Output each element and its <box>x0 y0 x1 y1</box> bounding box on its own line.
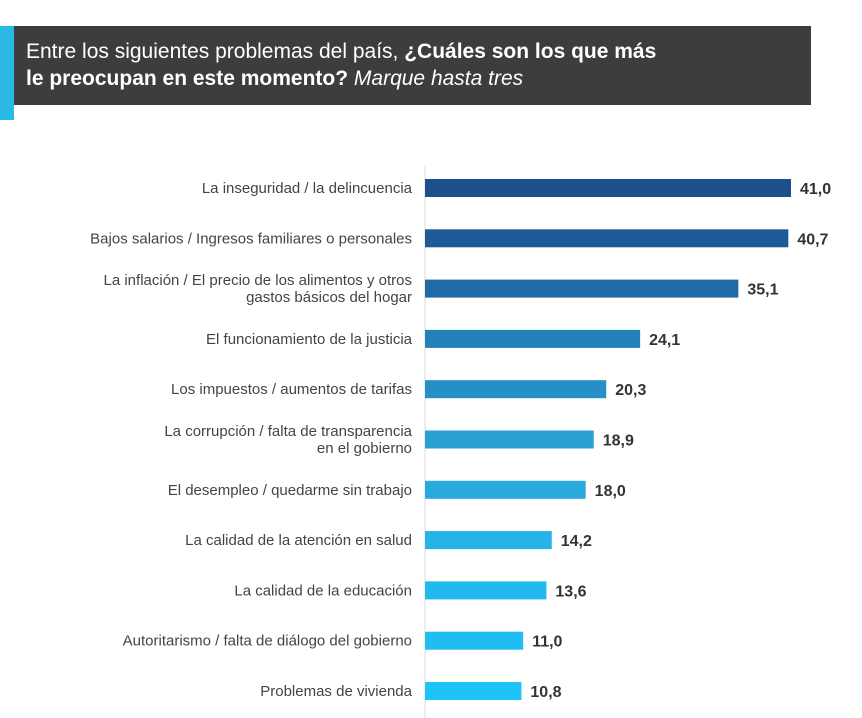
bar <box>425 531 552 550</box>
bar <box>425 581 547 600</box>
value-label: 41,0 <box>800 181 831 198</box>
value-label: 35,1 <box>747 282 778 299</box>
category-label: La corrupción / falta de transparencia <box>164 423 412 440</box>
category-label: en el gobierno <box>317 440 412 457</box>
question-header: Entre los siguientes problemas del país,… <box>14 26 811 105</box>
bar <box>425 179 791 197</box>
category-label: La inseguridad / la delincuencia <box>202 180 413 197</box>
question-line-1: Entre los siguientes problemas del país,… <box>26 38 811 65</box>
category-label: La inflación / El precio de los alimento… <box>104 272 413 289</box>
category-label: Los impuestos / aumentos de tarifas <box>171 381 412 398</box>
value-label: 14,2 <box>561 533 592 550</box>
value-label: 40,7 <box>797 231 828 248</box>
bar <box>425 682 522 700</box>
category-label: La calidad de la atención en salud <box>185 532 412 549</box>
question-bold-2: le preocupan en este momento? <box>26 67 349 90</box>
category-label: Bajos salarios / Ingresos familiares o p… <box>90 230 412 247</box>
question-bold-1: ¿Cuáles son los que más <box>404 40 657 63</box>
question-instruction: Marque hasta tres <box>348 67 524 90</box>
bar <box>425 329 641 348</box>
bars-group: 41,0 La inseguridad / la delincuencia 40,7… <box>90 179 831 701</box>
value-label: 11,0 <box>532 634 562 651</box>
bar <box>425 480 586 499</box>
question-intro: Entre los siguientes problemas del país, <box>26 40 405 63</box>
bar <box>425 631 524 650</box>
value-label: 10,8 <box>530 684 561 701</box>
bar <box>425 430 594 449</box>
value-label: 20,3 <box>615 382 646 399</box>
bar <box>425 229 789 248</box>
value-label: 24,1 <box>649 332 680 349</box>
category-label: gastos básicos del hogar <box>246 289 412 306</box>
bar <box>425 279 739 298</box>
category-label: El desempleo / quedarme sin trabajo <box>168 482 412 499</box>
value-label: 18,0 <box>595 483 626 500</box>
category-label: El funcionamiento de la justicia <box>206 331 413 348</box>
category-label: Problemas de vivienda <box>260 683 412 700</box>
question-line-2: le preocupan en este momento? Marque has… <box>26 65 811 92</box>
header-accent-bar <box>0 26 14 120</box>
bar <box>425 380 607 399</box>
category-label: La calidad de la educación <box>234 582 412 599</box>
value-label: 13,6 <box>555 583 586 600</box>
value-label: 18,9 <box>603 433 634 450</box>
category-label: Autoritarismo / falta de diálogo del gob… <box>123 633 412 650</box>
